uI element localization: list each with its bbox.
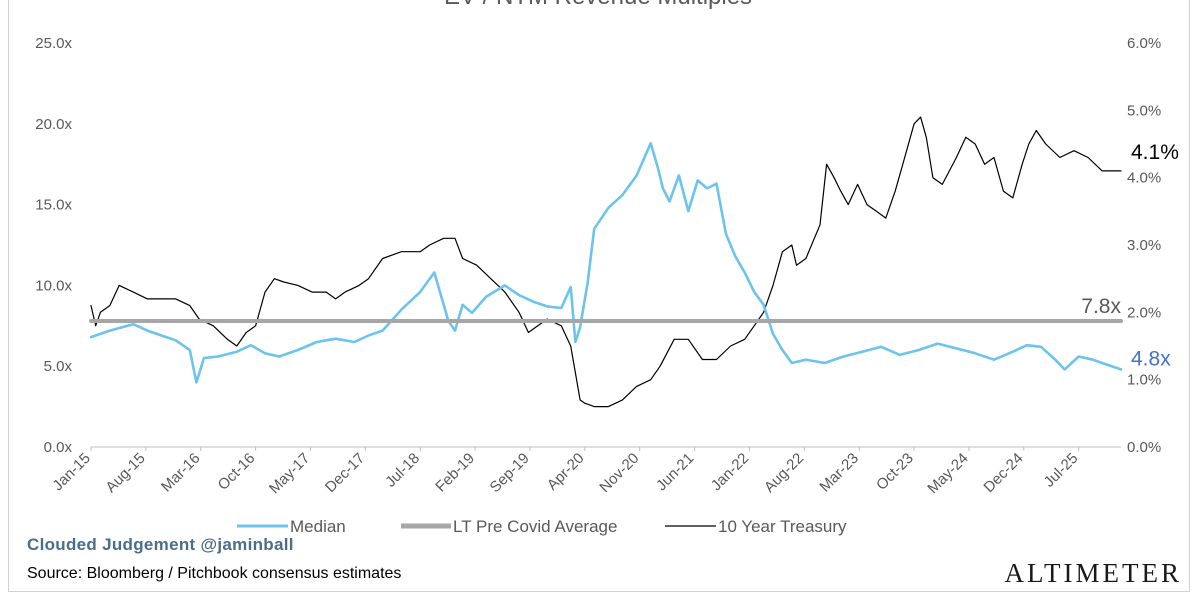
- x-tick-label: Nov-20: [596, 450, 642, 496]
- chart-frame: [8, 0, 1190, 592]
- right-tick-label: 2.0%: [1127, 304, 1161, 321]
- legend-average-label: LT Pre Covid Average: [453, 517, 617, 536]
- x-tick-label: Oct-23: [873, 450, 917, 494]
- x-tick-label: Jun-21: [653, 450, 697, 494]
- x-tick-label: Aug-15: [102, 450, 148, 496]
- right-tick-label: 6.0%: [1127, 35, 1161, 52]
- source-note: Source: Bloomberg / Pitchbook consensus …: [27, 565, 402, 582]
- x-tick-label: Mar-16: [158, 450, 204, 496]
- treasury-end-label: 4.1%: [1131, 141, 1179, 164]
- x-tick-label: Dec-17: [322, 450, 368, 496]
- x-tick-label: Jul-25: [1041, 450, 1082, 491]
- left-tick-label: 25.0x: [35, 35, 72, 52]
- x-tick-label: Mar-23: [816, 450, 862, 496]
- left-tick-label: 5.0x: [44, 358, 73, 375]
- left-tick-label: 20.0x: [35, 116, 72, 133]
- right-tick-label: 3.0%: [1127, 237, 1161, 254]
- legend-median-label: Median: [290, 517, 346, 536]
- brand-logo: ALTIMETER: [1004, 558, 1182, 588]
- median-line: [89, 141, 1123, 384]
- end-labels: 7.8x 4.8x 4.1%: [1081, 141, 1179, 370]
- right-tick-label: 1.0%: [1127, 372, 1161, 389]
- x-tick-label: Jan-15: [49, 450, 93, 494]
- legend: Median LT Pre Covid Average 10 Year Trea…: [237, 517, 847, 536]
- x-tick-label: Dec-24: [980, 450, 1026, 496]
- right-tick-label: 4.0%: [1127, 170, 1161, 187]
- chart-title: EV / NTM Revenue Multiples: [444, 0, 752, 10]
- x-axis-ticks: Jan-15 Aug-15 Mar-16 Oct-16 May-17 Dec-17 Jul-…: [49, 447, 1081, 497]
- left-tick-label: 0.0x: [44, 439, 73, 456]
- right-tick-label: 0.0%: [1127, 439, 1161, 456]
- left-tick-label: 15.0x: [35, 197, 72, 214]
- right-tick-label: 5.0%: [1127, 102, 1161, 119]
- x-tick-label: Feb-19: [432, 450, 478, 496]
- x-tick-label: Sep-19: [487, 450, 533, 496]
- series: [89, 116, 1123, 408]
- x-tick-label: Apr-20: [544, 450, 588, 494]
- x-tick-label: Oct-16: [215, 450, 259, 494]
- x-tick-label: Aug-22: [761, 450, 807, 496]
- median-end-label: 4.8x: [1131, 347, 1171, 370]
- watermark-text: Clouded Judgement @jaminball: [27, 535, 294, 554]
- x-tick-label: Jul-18: [382, 450, 423, 491]
- legend-treasury-label: 10 Year Treasury: [718, 517, 847, 536]
- x-tick-label: Jan-22: [708, 450, 752, 494]
- x-tick-label: May-17: [266, 450, 313, 497]
- treasury-line: [90, 116, 1122, 408]
- right-axis-ticks: 0.0% 1.0% 2.0% 3.0% 4.0% 5.0% 6.0%: [1127, 35, 1161, 456]
- left-axis-ticks: 0.0x 5.0x 10.0x 15.0x 20.0x 25.0x: [35, 35, 72, 456]
- left-tick-label: 10.0x: [35, 277, 72, 294]
- x-tick-label: May-24: [924, 450, 971, 497]
- average-end-label: 7.8x: [1081, 295, 1121, 318]
